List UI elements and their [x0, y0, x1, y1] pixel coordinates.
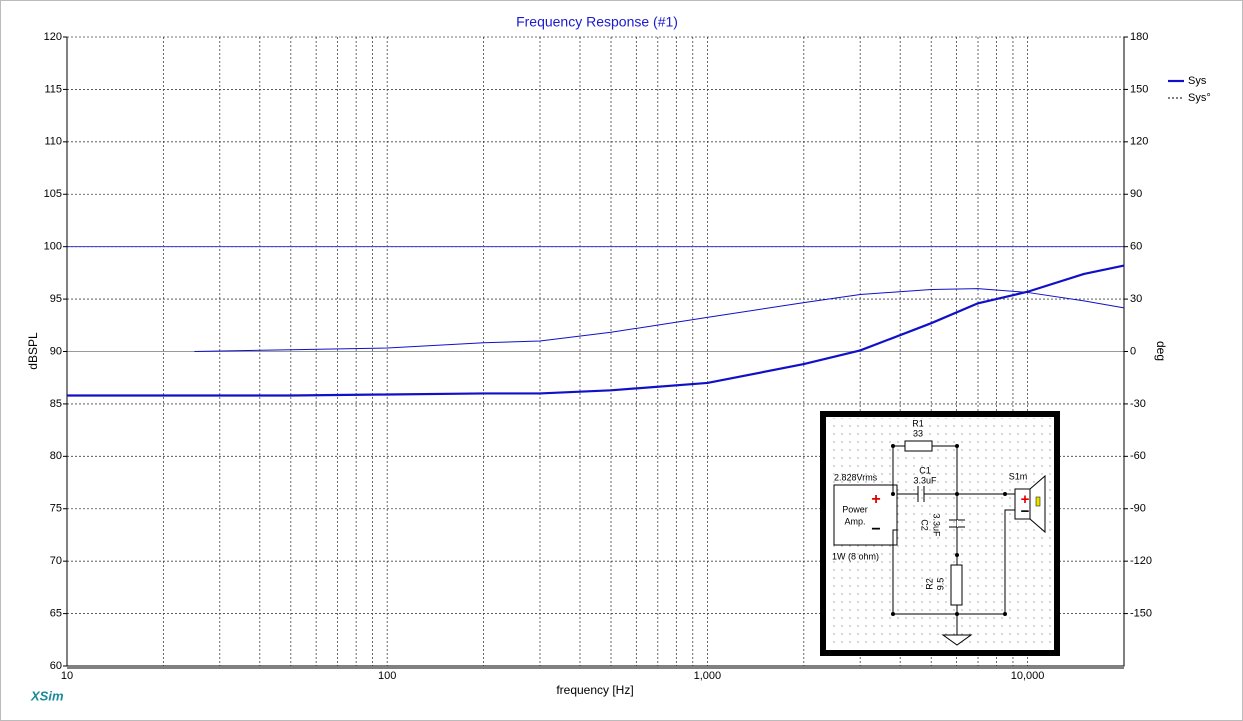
- schematic: + − 2.828Vrms Power Amp. 1W (8 ohm) + − …: [820, 411, 1060, 656]
- component-value: 9.5: [935, 578, 945, 591]
- source-name: Amp.: [844, 516, 865, 526]
- component-ref: S1m: [1009, 471, 1028, 481]
- speaker-indicator: [1035, 496, 1041, 507]
- source-name: Power: [842, 504, 868, 514]
- x-tick-label: 1,000: [694, 670, 722, 682]
- y2-tick-label: 120: [1130, 136, 1148, 148]
- cap-gap: [957, 520, 958, 527]
- component-ref: R1: [912, 418, 924, 428]
- component-ref: C1: [919, 465, 931, 475]
- source-rating: 1W (8 ohm): [832, 551, 879, 561]
- source-voltage: 2.828Vrms: [834, 472, 878, 482]
- component-value: 33: [913, 428, 923, 438]
- amp-box: [833, 484, 898, 546]
- series-line: [194, 288, 1125, 352]
- resistor-r1: [904, 440, 933, 452]
- y-tick-label: 110: [44, 136, 62, 148]
- y2-tick-label: -90: [1130, 503, 1146, 515]
- minus-sign: −: [1021, 503, 1030, 520]
- nodes: [891, 444, 1007, 616]
- y-axis-label: dBSPL: [26, 332, 40, 370]
- y-tick-label: 120: [44, 31, 62, 43]
- y-tick-label: 70: [50, 555, 62, 567]
- y-tick-label: 100: [44, 241, 62, 253]
- y2-tick-label: 0: [1130, 345, 1136, 357]
- minus-sign: −: [871, 521, 880, 538]
- y-tick-label: 105: [44, 188, 62, 200]
- x-tick-label: 100: [378, 670, 396, 682]
- axis-frame: [66, 37, 1125, 669]
- y2-axis-label: deg: [1154, 341, 1168, 361]
- plus-sign: +: [1021, 491, 1030, 508]
- plus-sign: +: [871, 491, 880, 508]
- x-tick-label: 10: [61, 670, 73, 682]
- y-tick-label: 75: [50, 503, 62, 515]
- y-tick-label: 85: [50, 398, 62, 410]
- y2-tick-label: -150: [1130, 607, 1152, 619]
- logo: XSim: [30, 688, 64, 703]
- y-tick-label: 80: [50, 450, 62, 462]
- component-ref: C2: [920, 519, 930, 531]
- y-tick-label: 115: [44, 83, 62, 95]
- series-line: [67, 264, 1125, 397]
- component-value: 3.3uF: [913, 475, 937, 485]
- y2-tick-label: -120: [1130, 555, 1152, 567]
- y-tick-label: 60: [50, 660, 62, 672]
- y-tick-label: 95: [50, 293, 62, 305]
- y2-tick-label: -60: [1130, 450, 1146, 462]
- y2-tick-label: 90: [1130, 188, 1142, 200]
- y2-tick-label: 180: [1130, 31, 1148, 43]
- capacitors: [917, 486, 965, 528]
- ground: [941, 634, 973, 646]
- component-value: 3.3uF: [932, 513, 942, 537]
- resistor-r2: [950, 564, 963, 606]
- y2-tick-label: 30: [1130, 293, 1142, 305]
- legend-label: Sys: [1188, 75, 1207, 87]
- component-ref: R2: [924, 578, 934, 590]
- legend-label: Sys°: [1188, 92, 1211, 104]
- y2-tick-label: 60: [1130, 241, 1142, 253]
- chart-title: Frequency Response (#1): [516, 14, 678, 30]
- x-axis-label: frequency [Hz]: [556, 683, 633, 697]
- y-tick-label: 90: [50, 345, 62, 357]
- y2-tick-label: -30: [1130, 398, 1146, 410]
- y2-tick-label: 150: [1130, 83, 1148, 95]
- x-tick-label: 10,000: [1011, 670, 1045, 682]
- y-tick-label: 65: [50, 607, 62, 619]
